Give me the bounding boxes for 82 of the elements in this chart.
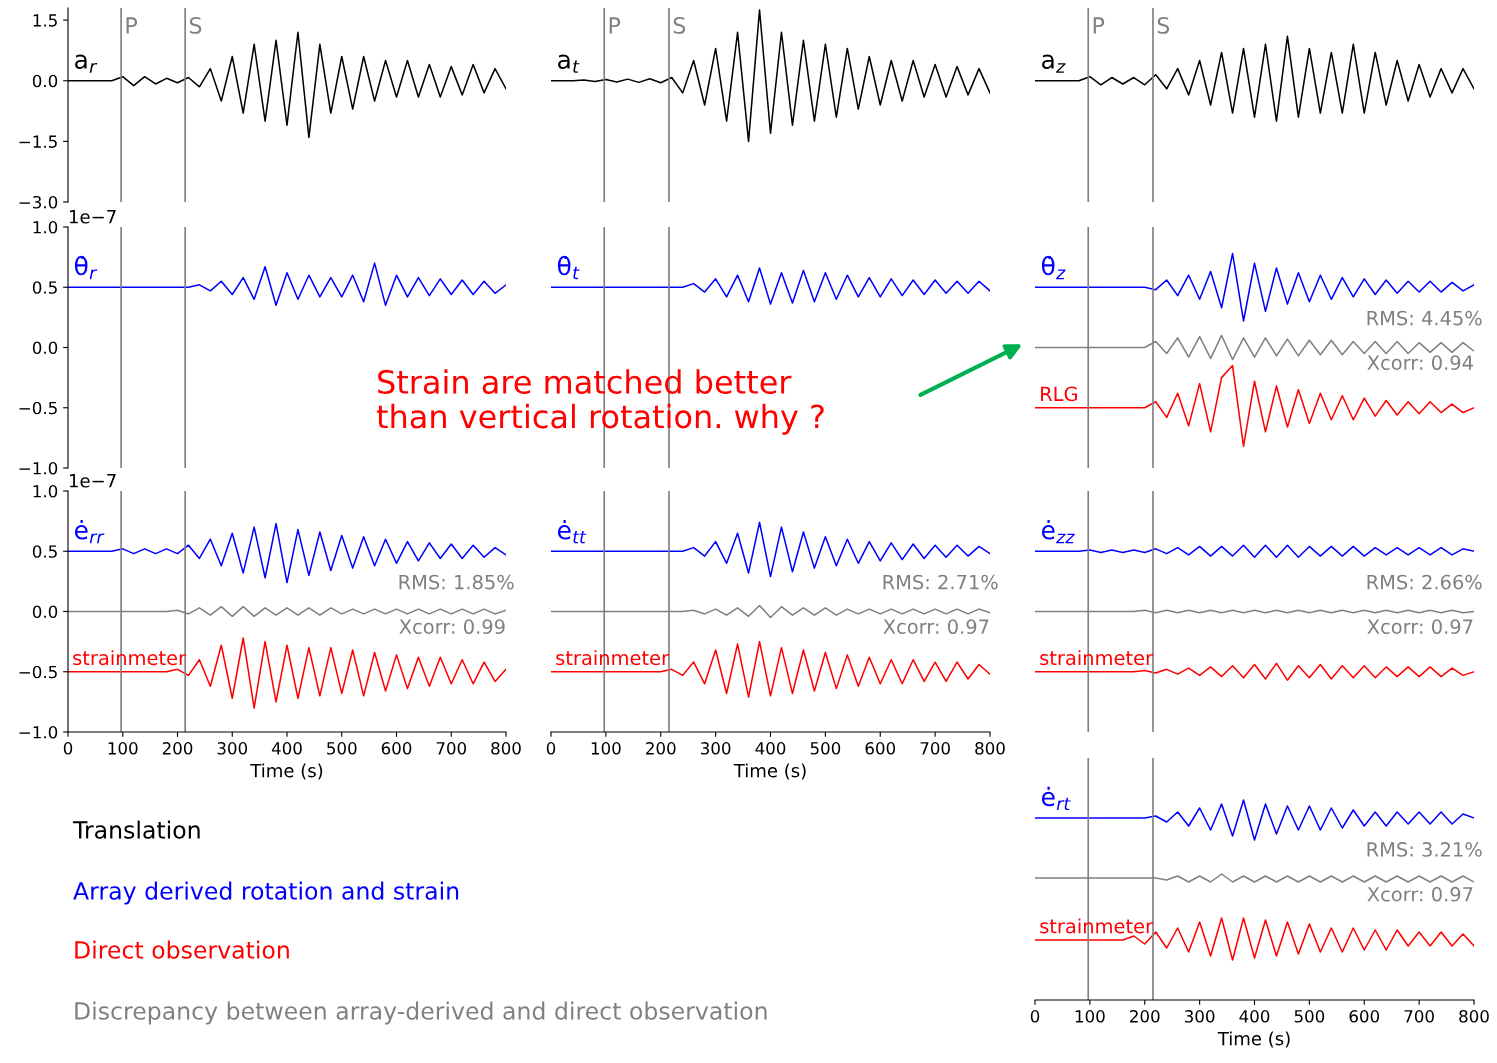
y-tick-label: 0.0 bbox=[32, 341, 58, 355]
x-tick-label: 0 bbox=[1030, 1010, 1040, 1023]
annotation: RMS: 3.21% bbox=[1367, 842, 1482, 857]
text: ė$_{tt}$ bbox=[557, 520, 587, 544]
y-tick-label: 0.0 bbox=[32, 605, 58, 619]
ref-line-label: P bbox=[1093, 17, 1105, 34]
x-tick-label: 500 bbox=[1294, 1010, 1325, 1023]
category-label: Translation bbox=[72, 820, 200, 839]
text: a$_{z}$ bbox=[1042, 54, 1066, 73]
ref-line-label: P bbox=[609, 17, 621, 34]
x-tick-label: 600 bbox=[865, 742, 896, 755]
y-tick-label: −1.5 bbox=[19, 135, 57, 148]
annotation: RMS: 4.45% bbox=[1367, 310, 1482, 326]
x-tick-label: 600 bbox=[381, 742, 412, 755]
x-tick-label: 800 bbox=[491, 742, 521, 755]
y-tick-label: 1.0 bbox=[33, 484, 58, 498]
annotation: RMS: 2.66% bbox=[1367, 574, 1482, 590]
y-tick-label: 0.5 bbox=[32, 545, 57, 558]
y-axis-title: 1e−7 bbox=[69, 210, 116, 224]
annotation: RMS: 2.71% bbox=[883, 574, 998, 590]
series-label: RLG bbox=[1041, 386, 1077, 402]
x-tick-label: 800 bbox=[975, 742, 1005, 755]
annotation: Xcorr: 0.97 bbox=[1367, 619, 1473, 635]
text: a$_{t}$ bbox=[558, 54, 580, 73]
x-tick-label: 500 bbox=[810, 742, 841, 755]
category-label: Array derived rotation and strain bbox=[73, 881, 459, 905]
category-label: Discrepancy between array-derived and direct observation bbox=[75, 1001, 767, 1025]
y-axis-title: 1e−7 bbox=[69, 474, 116, 488]
x-tick-label: 200 bbox=[162, 742, 193, 755]
series-label: strainmeter bbox=[1040, 650, 1154, 666]
x-axis-title: Time (s) bbox=[733, 763, 806, 780]
x-tick-label: 600 bbox=[1349, 1010, 1380, 1023]
x-tick-label: 100 bbox=[1075, 1010, 1105, 1023]
x-tick-label: 500 bbox=[327, 742, 357, 755]
annotation: Xcorr: 0.99 bbox=[399, 619, 505, 635]
x-tick-label: 400 bbox=[271, 742, 302, 755]
text: θ̇$_{t}$ bbox=[557, 255, 580, 280]
annotation: Xcorr: 0.94 bbox=[1367, 355, 1473, 371]
x-tick-label: 700 bbox=[436, 742, 467, 755]
y-tick-label: 0.5 bbox=[32, 281, 57, 294]
x-tick-label: 800 bbox=[1459, 1010, 1489, 1023]
y-tick-label: −0.5 bbox=[19, 401, 57, 415]
x-axis-title: Time (s) bbox=[250, 763, 323, 780]
annotation: Strain are matched better than vertical rotation. why ? bbox=[376, 369, 824, 435]
text: ė$_{rr}$ bbox=[74, 520, 105, 544]
annotation: Xcorr: 0.97 bbox=[883, 619, 989, 635]
x-tick-label: 0 bbox=[63, 742, 73, 755]
text: θ̇$_{r}$ bbox=[74, 255, 98, 280]
chart-title: ė$_{rt}$ bbox=[1041, 786, 1071, 810]
ref-line-label: S bbox=[189, 17, 202, 34]
y-tick-label: −1.0 bbox=[19, 461, 58, 475]
x-tick-label: 200 bbox=[646, 742, 676, 755]
x-tick-label: 0 bbox=[546, 742, 556, 755]
y-tick-label: 0.0 bbox=[32, 74, 58, 88]
x-tick-label: 700 bbox=[920, 742, 950, 755]
y-tick-label: 1.5 bbox=[33, 14, 57, 27]
x-tick-label: 400 bbox=[1239, 1010, 1270, 1023]
x-tick-label: 400 bbox=[755, 742, 786, 755]
y-tick-label: −0.5 bbox=[19, 665, 57, 679]
x-tick-label: 100 bbox=[591, 742, 621, 755]
y-tick-label: 1.0 bbox=[33, 220, 58, 234]
annotation: Xcorr: 0.97 bbox=[1367, 886, 1473, 902]
category-label: Direct observation bbox=[75, 940, 289, 959]
x-tick-label: 200 bbox=[1130, 1010, 1160, 1023]
ref-line-label: P bbox=[126, 17, 138, 34]
text: θ̇$_{z}$ bbox=[1041, 255, 1066, 280]
y-tick-label: −3.0 bbox=[19, 195, 58, 209]
series-label: strainmeter bbox=[1040, 918, 1154, 934]
x-tick-label: 300 bbox=[217, 742, 248, 755]
x-tick-label: 300 bbox=[700, 742, 731, 755]
series-label: strainmeter bbox=[556, 650, 670, 666]
text: ė$_{zz}$ bbox=[1041, 520, 1075, 544]
text: a$_{r}$ bbox=[75, 54, 98, 73]
ref-line-label: S bbox=[1157, 17, 1170, 34]
series-label: strainmeter bbox=[73, 650, 187, 666]
ref-line-label: S bbox=[673, 17, 686, 34]
x-tick-label: 100 bbox=[108, 742, 138, 755]
x-axis-title: Time (s) bbox=[1217, 1031, 1290, 1048]
y-tick-label: −1.0 bbox=[19, 725, 58, 739]
x-tick-label: 300 bbox=[1184, 1010, 1215, 1023]
x-tick-label: 700 bbox=[1404, 1010, 1434, 1023]
annotation: RMS: 1.85% bbox=[399, 574, 514, 590]
